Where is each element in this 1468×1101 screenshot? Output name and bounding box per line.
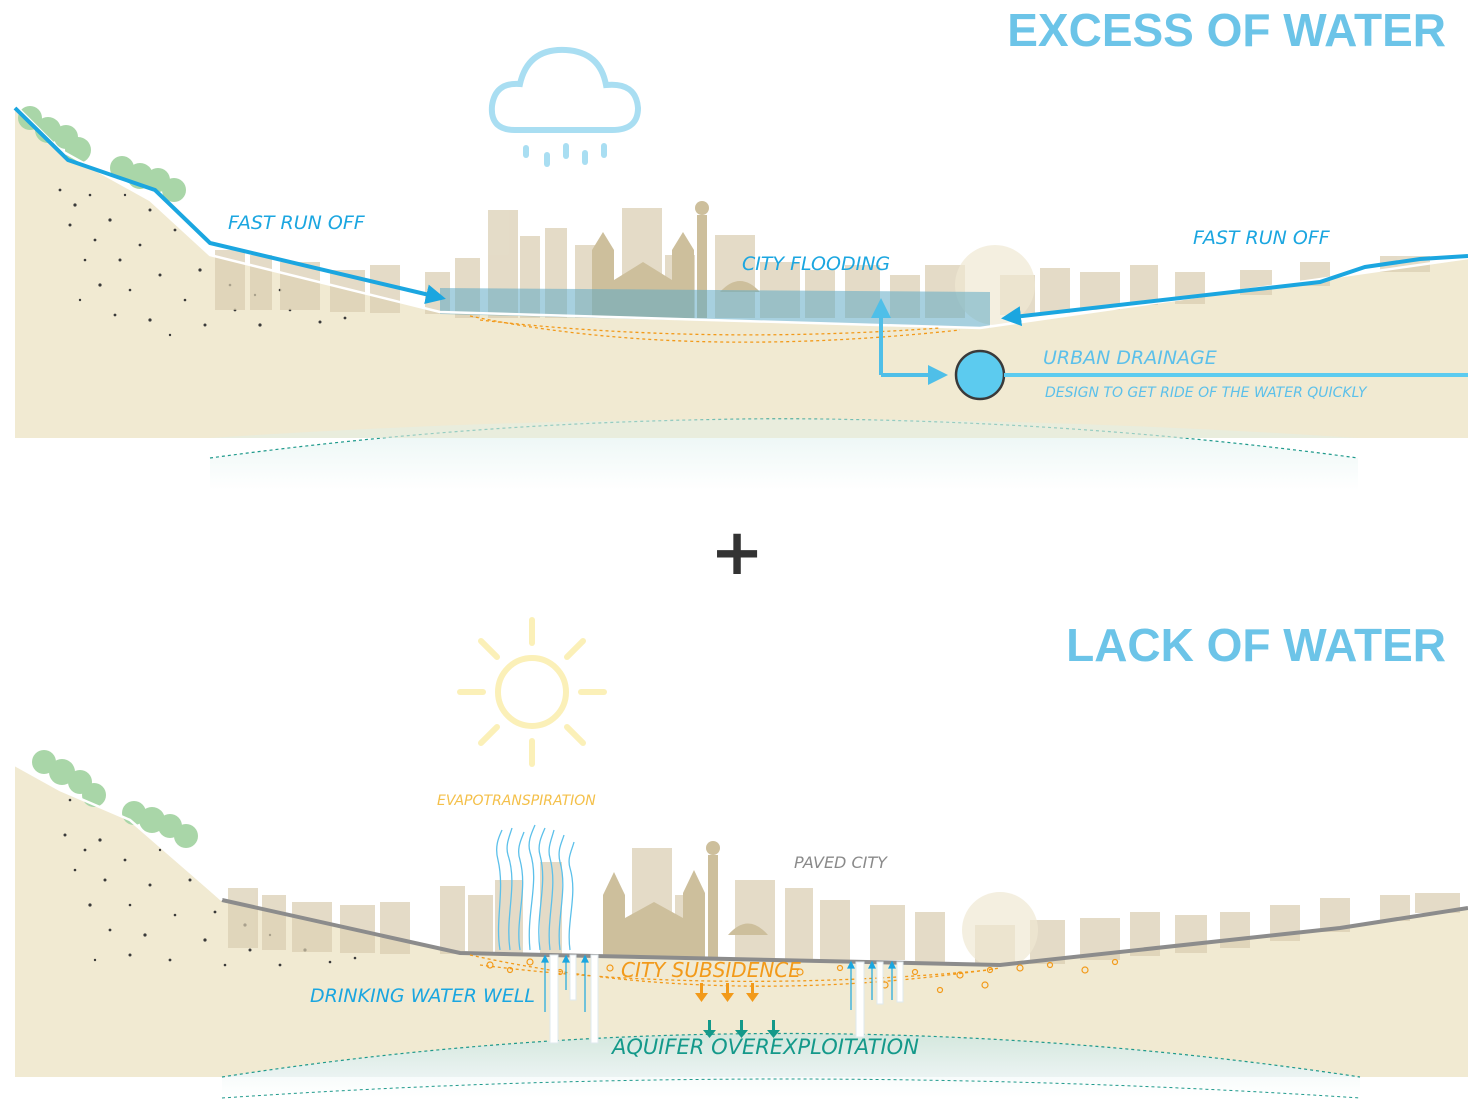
well-flow-arrows [541, 954, 896, 1012]
rain-cloud-icon [488, 46, 642, 167]
plus-separator: + [710, 516, 764, 590]
label-drainage-note: DESIGN TO GET RIDE OF THE WATER QUICKLY [1045, 385, 1368, 401]
runoff-line-right [1001, 254, 1468, 327]
aquifer-arrows [703, 1020, 780, 1038]
label-paved-city: PAVED CITY [794, 853, 888, 872]
evapotranspiration-lines [496, 824, 575, 951]
gravel-bottom [63, 798, 357, 967]
bottom-panel: LACK OF WATER EVAPOTRANSPIRATION PAVED C… [14, 617, 1468, 1099]
label-evapotranspiration: EVAPOTRANSPIRATION [437, 793, 596, 809]
sun-icon [457, 617, 607, 767]
bottom-panel-title: LACK OF WATER [1066, 619, 1446, 671]
paved-surface [221, 898, 1468, 968]
subsidence-bubbles [486, 958, 1119, 994]
top-panel-title: EXCESS OF WATER [1007, 4, 1446, 56]
trees-top [18, 106, 186, 202]
ground-bottom [15, 765, 1468, 1077]
label-drinking-water-well: DRINKING WATER WELL [310, 985, 535, 1007]
label-urban-drainage: URBAN DRAINAGE [1043, 347, 1217, 369]
flood-water [440, 288, 990, 328]
water-wells [549, 954, 904, 1044]
monument-bottom [603, 841, 768, 958]
label-city-flooding: CITY FLOODING [742, 253, 890, 275]
gravel-top [58, 188, 347, 337]
subsidence-arrows [695, 983, 759, 1002]
ground-top [15, 105, 1468, 438]
label-aquifer-overexploitation: AQUIFER OVEREXPLOITATION [610, 1035, 919, 1059]
top-panel: EXCESS OF WATER FAST RUN OFF FAST RUN OF… [13, 4, 1468, 490]
label-fast-runoff-left: FAST RUN OFF [228, 212, 366, 234]
runoff-line-left [13, 106, 446, 305]
aquifer-lens [222, 1033, 1360, 1077]
aquifer-curve-top [209, 418, 1359, 459]
label-city-subsidence: CITY SUBSIDENCE [621, 958, 801, 982]
label-fast-runoff-right: FAST RUN OFF [1193, 227, 1331, 249]
drainage-pipe-icon [954, 349, 1006, 401]
